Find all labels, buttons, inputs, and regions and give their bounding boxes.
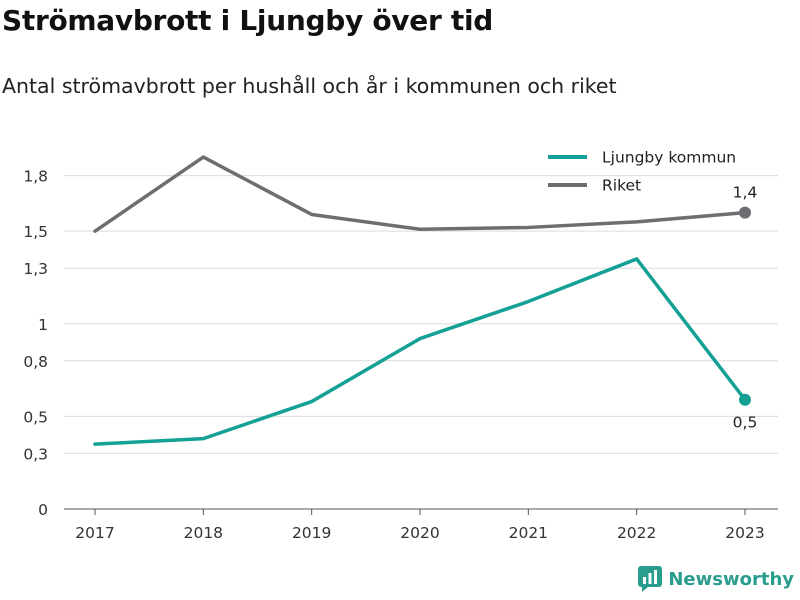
y-tick-label: 0,5 [23, 408, 48, 426]
x-axis: 2017 2018 2019 2020 2021 2022 2023 [75, 509, 765, 542]
y-tick-label: 1,8 [23, 168, 48, 186]
y-tick-label: 0 [38, 501, 48, 519]
y-tick-label: 1 [38, 316, 48, 334]
x-tick-label: 2017 [75, 524, 114, 542]
y-tick-label: 1,5 [23, 223, 48, 241]
end-point-1 [739, 393, 751, 406]
end-point-2 [739, 206, 751, 219]
chart-subtitle: Antal strömavbrott per hushåll och år i … [2, 74, 617, 98]
x-tick-label: 2018 [184, 524, 223, 542]
newsworthy-icon [638, 566, 663, 592]
x-tick-label: 2023 [725, 524, 764, 542]
legend-label-1: Ljungby kommun [602, 149, 736, 167]
legend: Ljungby kommun Riket [548, 149, 736, 195]
legend-label-2: Riket [602, 177, 641, 195]
brand-name: Newsworthy [668, 568, 794, 590]
y-axis: 0 0,3 0,5 0,8 1 1,3 1,5 1,8 [23, 168, 48, 519]
y-tick-label: 0,8 [23, 353, 48, 371]
series-line-2 [93, 155, 747, 233]
grid-lines [64, 175, 778, 510]
x-tick-label: 2019 [292, 524, 331, 542]
y-tick-label: 1,3 [23, 260, 48, 278]
series-lines [93, 155, 751, 446]
chart-title: Strömavbrott i Ljungby över tid [2, 4, 494, 37]
y-tick-label: 0,3 [23, 445, 48, 463]
x-tick-label: 2022 [617, 524, 656, 542]
end-labels: 0,5 1,4 [733, 184, 758, 432]
end-label-2: 1,4 [733, 184, 758, 202]
newsworthy-logo: Newsworthy [638, 566, 794, 592]
x-tick-label: 2021 [509, 524, 548, 542]
end-label-1: 0,5 [733, 414, 758, 432]
series-line-1 [93, 257, 747, 446]
x-tick-label: 2020 [400, 524, 439, 542]
